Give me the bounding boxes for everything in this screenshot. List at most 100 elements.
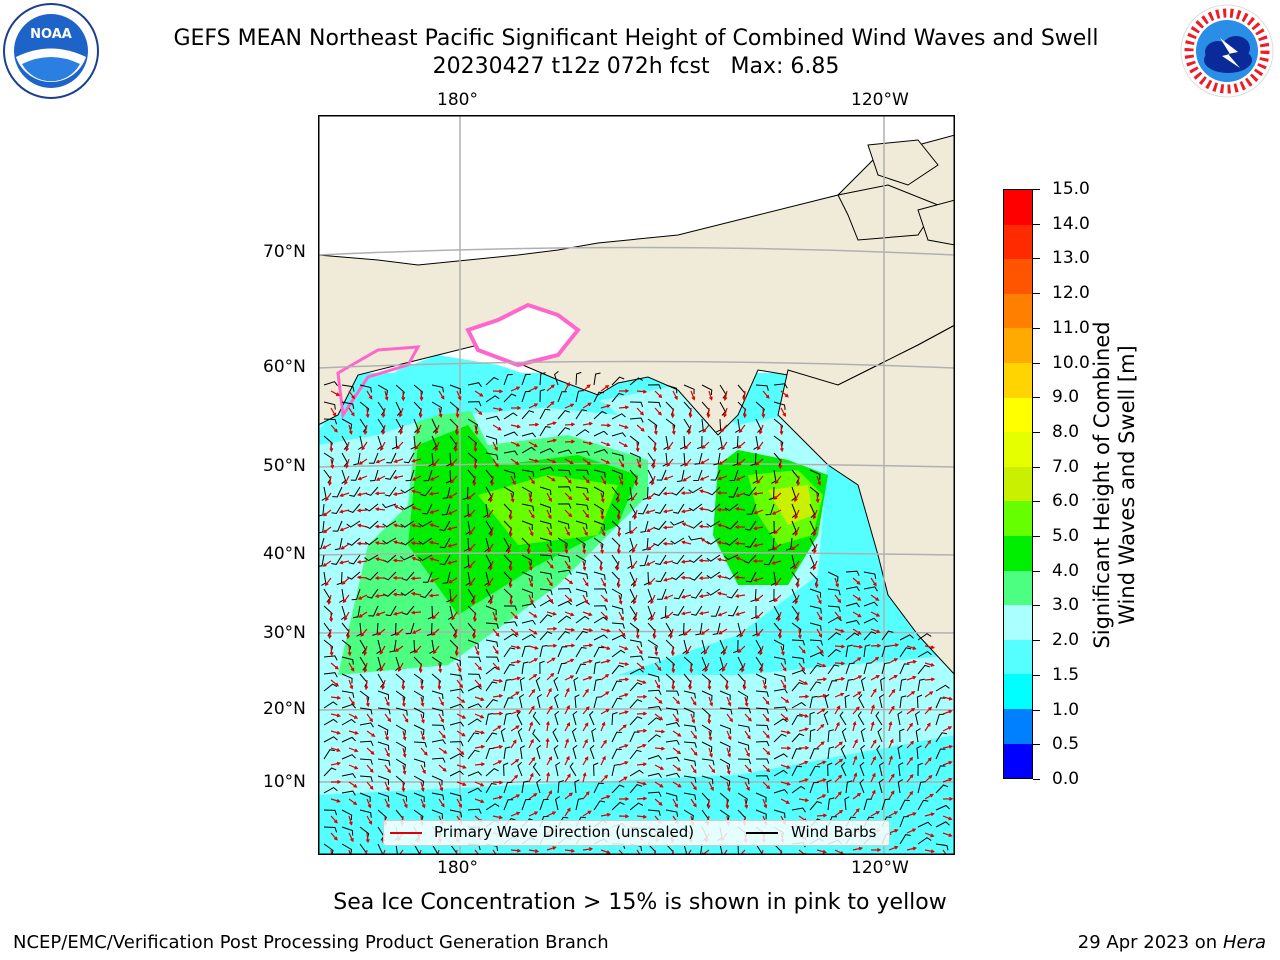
wave-direction-arrow [662, 509, 674, 514]
wind-barb [467, 787, 482, 794]
colorbar-segment [1004, 743, 1032, 779]
wind-barb [719, 639, 725, 654]
wave-direction-arrow [438, 407, 443, 419]
wind-barb [875, 711, 883, 726]
wave-direction-arrow [546, 438, 558, 443]
wind-barb [917, 762, 923, 777]
wind-barb [382, 537, 397, 545]
wind-barb [539, 426, 551, 437]
wind-barb [467, 639, 479, 649]
wave-direction-arrow [546, 672, 555, 681]
wave-direction-arrow [582, 421, 594, 426]
wave-direction-arrow [870, 704, 875, 715]
wind-barb [331, 554, 343, 565]
wave-direction-arrow [474, 407, 483, 416]
wave-direction-arrow [774, 577, 782, 587]
wind-barb [916, 694, 923, 709]
wave-direction-arrow [528, 386, 539, 392]
wind-barb [552, 728, 559, 743]
wind-barb [647, 605, 653, 620]
wave-direction-arrow [438, 747, 448, 754]
wave-direction-arrow [906, 812, 917, 817]
wind-barb [791, 682, 804, 692]
wind-barb [694, 452, 703, 465]
legend-label-wave: Primary Wave Direction (unscaled) [434, 823, 695, 841]
wave-direction-arrow [798, 679, 809, 685]
wave-direction-arrow [616, 509, 621, 521]
wave-direction-arrow [489, 492, 494, 503]
wave-direction-arrow [396, 441, 404, 450]
wave-direction-arrow [698, 558, 710, 563]
wave-direction-arrow [798, 662, 806, 672]
wave-direction-arrow [564, 577, 574, 585]
wind-barb [863, 798, 873, 811]
wave-direction-arrow [474, 662, 482, 671]
wind-barb [557, 520, 570, 530]
wind-barb [827, 648, 841, 658]
wave-direction-arrow [726, 781, 731, 792]
wave-direction-arrow [330, 679, 340, 687]
colorbar-segment [1004, 535, 1032, 571]
wind-barb [413, 775, 425, 787]
wind-barb [384, 486, 397, 497]
wave-direction-arrow [546, 643, 558, 648]
wind-barb [557, 569, 572, 575]
wind-barb [917, 650, 932, 658]
sea-ice-bering [465, 302, 581, 368]
wave-direction-arrow [564, 675, 575, 681]
wave-direction-arrow [472, 475, 477, 487]
wind-barb [611, 801, 625, 811]
wave-direction-arrow [420, 713, 425, 724]
wave-direction-arrow [528, 721, 534, 732]
wind-barb [557, 646, 568, 658]
wind-barb [467, 718, 482, 726]
wave-direction-arrow [528, 403, 539, 409]
wave-direction-arrow [816, 677, 828, 682]
wave-direction-arrow [510, 645, 522, 650]
wind-barb [737, 843, 740, 855]
wind-barb [701, 775, 714, 785]
wave-direction-arrow [665, 611, 674, 619]
wind-barb [935, 843, 949, 851]
wave-direction-arrow [564, 738, 569, 749]
wave-direction-arrow [816, 611, 823, 621]
wave-direction-arrow [834, 644, 846, 649]
wind-barb [881, 662, 890, 675]
wave-direction-arrow [402, 730, 407, 741]
wind-barb [713, 452, 721, 466]
wind-barb [400, 503, 415, 510]
wave-direction-arrow [670, 645, 675, 657]
wave-direction-arrow [564, 722, 570, 732]
wave-direction-arrow [348, 781, 358, 788]
wind-barb [521, 503, 535, 512]
wave-direction-arrow [600, 755, 606, 766]
wind-barb [611, 664, 624, 675]
wind-barb [517, 762, 523, 777]
colorbar-tick-label: 13.0 [1052, 248, 1090, 269]
wave-direction-arrow [392, 592, 404, 597]
wave-direction-arrow [564, 381, 570, 392]
wind-barb [575, 450, 590, 456]
wind-barb [665, 739, 680, 746]
wave-direction-arrow [636, 728, 648, 733]
wind-barb [359, 758, 373, 765]
wind-barb [827, 729, 834, 743]
wave-direction-arrow [942, 796, 954, 801]
wind-barb [402, 605, 415, 616]
wave-direction-arrow [510, 774, 519, 783]
wind-barb [503, 762, 509, 777]
wave-direction-arrow [735, 492, 746, 498]
wave-direction-arrow [330, 424, 338, 433]
wave-direction-arrow [793, 560, 800, 570]
graticule [318, 115, 955, 855]
wind-barb [336, 571, 343, 586]
wave-direction-arrow [510, 441, 521, 447]
wind-barb [485, 622, 499, 629]
wind-barb [935, 784, 949, 794]
wind-barb [359, 809, 372, 818]
wave-direction-arrow [492, 611, 498, 622]
wind-barb [611, 697, 623, 709]
wave-direction-arrow [834, 594, 842, 604]
wave-direction-arrow [600, 526, 606, 537]
wave-direction-arrow [762, 764, 771, 773]
